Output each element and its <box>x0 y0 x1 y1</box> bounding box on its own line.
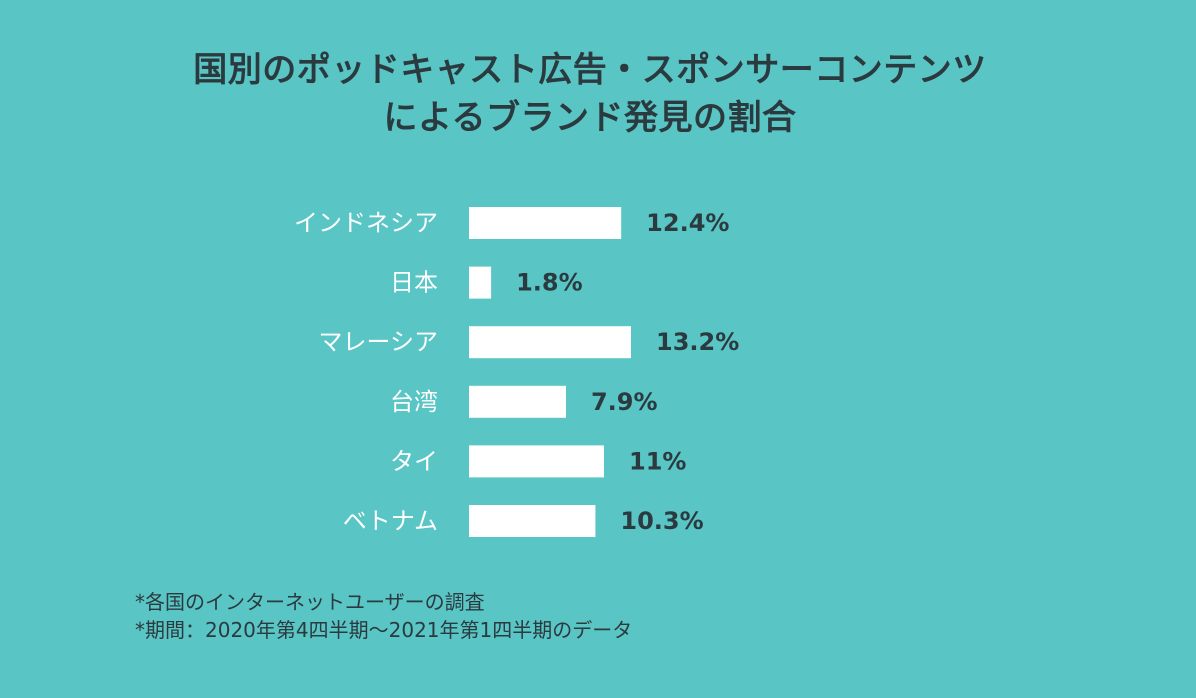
value-label: 10.3% <box>620 507 703 535</box>
bar <box>469 326 631 359</box>
category-label: ベトナム <box>343 507 438 535</box>
bar <box>469 266 492 299</box>
bar <box>469 385 566 418</box>
value-label: 1.8% <box>516 269 583 297</box>
footnotes: *各国のインターネットユーザーの調査 *期間：2020年第4四半期〜2021年第… <box>135 588 632 644</box>
category-label: 日本 <box>390 269 438 297</box>
bar <box>469 207 622 239</box>
category-label: タイ <box>390 447 438 475</box>
footnote-period: *期間：2020年第4四半期〜2021年第1四半期のデータ <box>135 618 633 642</box>
value-label: 7.9% <box>591 388 658 416</box>
footnote-survey: *各国のインターネットユーザーの調査 <box>135 590 485 614</box>
category-label: マレーシア <box>318 328 438 356</box>
chart-title: 国別のポッドキャスト広告・スポンサーコンテンツ によるブランド発見の割合 <box>0 46 1180 142</box>
bar <box>469 445 604 478</box>
chart-title-line-2: によるブランド発見の割合 <box>383 98 797 138</box>
bar <box>469 505 596 537</box>
value-label: 12.4% <box>646 209 729 237</box>
value-label: 13.2% <box>656 328 739 356</box>
value-label: 11% <box>629 447 686 475</box>
category-label: 台湾 <box>390 388 438 416</box>
chart-title-line-1: 国別のポッドキャスト広告・スポンサーコンテンツ <box>193 50 987 90</box>
category-label: インドネシア <box>294 209 438 237</box>
